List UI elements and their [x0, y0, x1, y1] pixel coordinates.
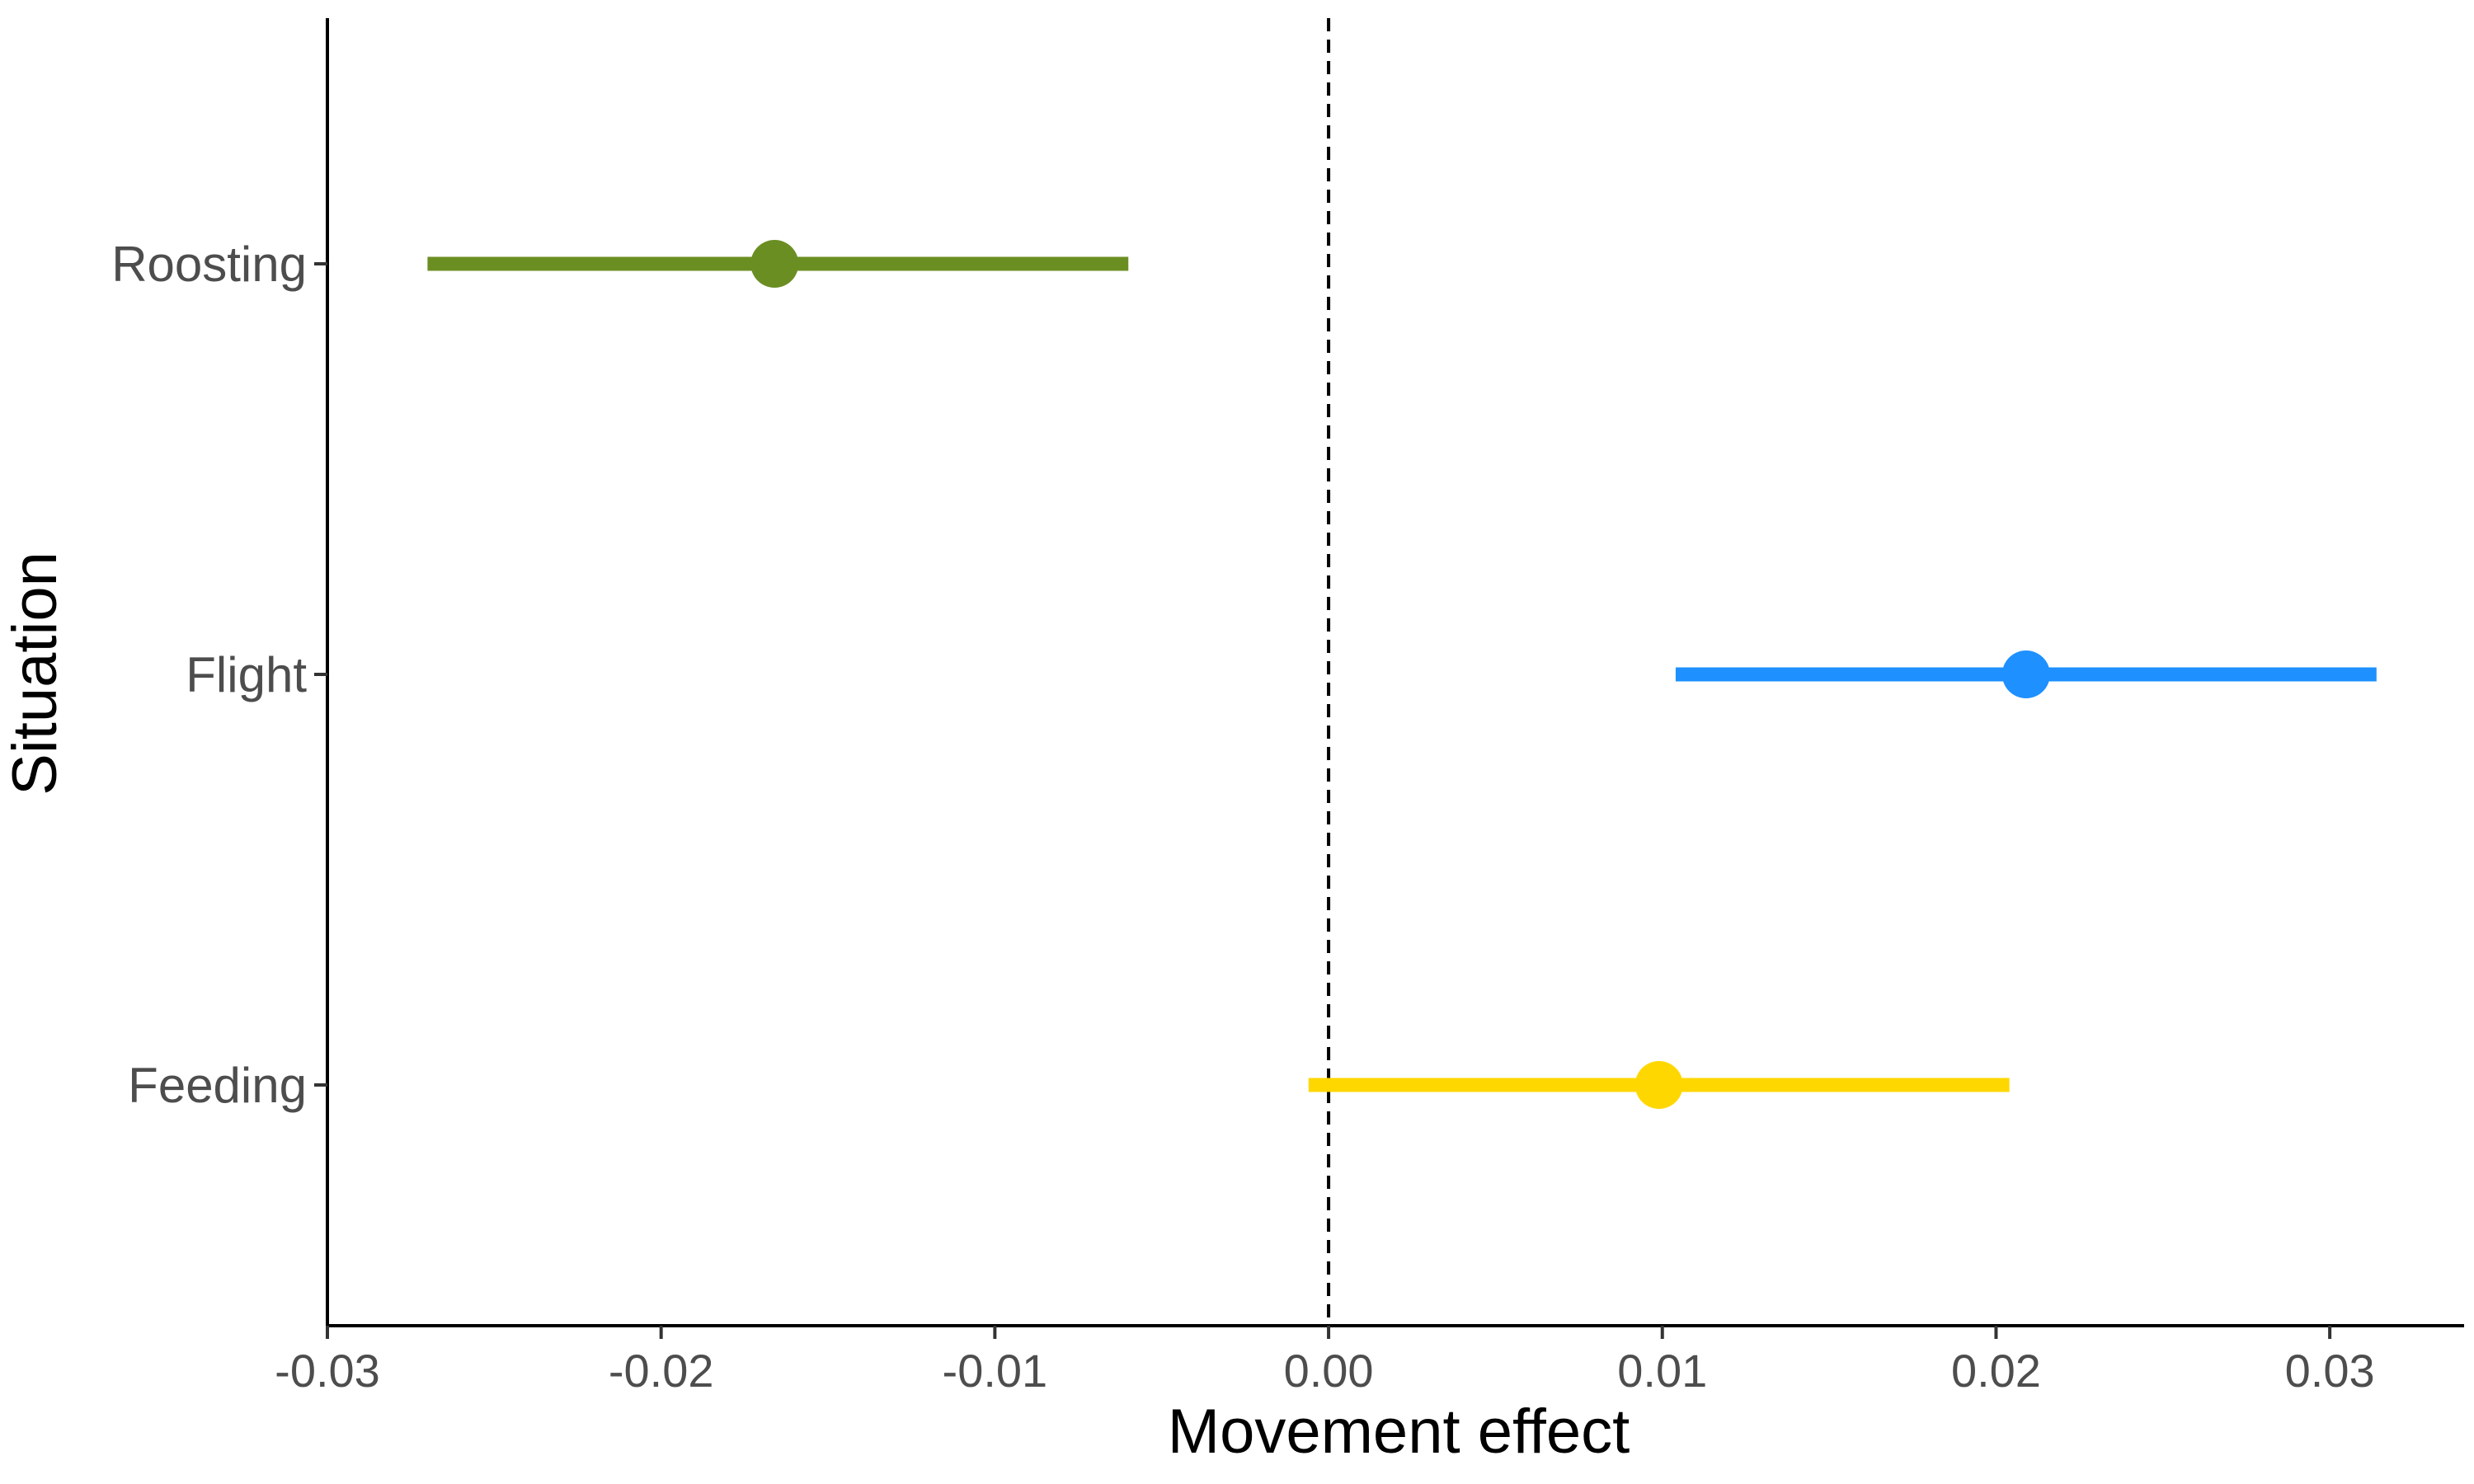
estimate-point-flight — [2001, 650, 2050, 698]
y-tick-label: Feeding — [128, 1058, 307, 1113]
estimate-point-feeding — [1634, 1061, 1683, 1109]
x-tick-label: 0.02 — [1951, 1345, 2041, 1397]
labels: Movement effect Situation -0.03 -0.02 -0.0… — [0, 237, 2375, 1467]
x-tick-label: 0.01 — [1617, 1345, 1707, 1397]
axes — [314, 18, 2464, 1339]
y-tick-label: Flight — [186, 647, 307, 702]
estimate-point-roosting — [750, 240, 799, 288]
x-axis-title: Movement effect — [1168, 1397, 1630, 1467]
y-tick-label: Roosting — [111, 237, 307, 292]
x-tick-label: -0.02 — [609, 1345, 714, 1397]
x-tick-label: 0.00 — [1284, 1345, 1374, 1397]
y-axis-title: Situation — [0, 552, 70, 796]
x-tick-label: 0.03 — [2285, 1345, 2375, 1397]
plot-area — [427, 18, 2377, 1326]
x-tick-label: -0.01 — [943, 1345, 1048, 1397]
x-tick-label: -0.03 — [275, 1345, 380, 1397]
